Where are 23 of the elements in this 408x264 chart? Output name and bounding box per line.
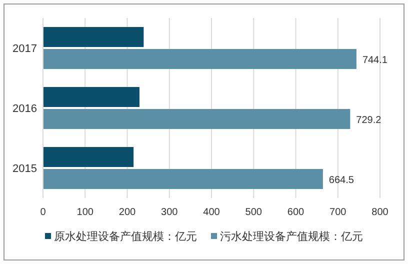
- y-tick-label: 2015: [12, 163, 37, 175]
- legend-label: 原水处理设备产值规模：亿元: [54, 230, 197, 243]
- x-tick-label: 100: [76, 207, 94, 218]
- bar: [43, 169, 323, 189]
- bar: [43, 147, 134, 167]
- x-tick-label: 200: [118, 207, 136, 218]
- bar: [43, 49, 356, 69]
- y-tick-label: 2016: [12, 103, 37, 115]
- x-tick-label: 600: [287, 207, 305, 218]
- data-label: 664.5: [328, 175, 354, 186]
- x-tick-label: 300: [161, 207, 178, 218]
- bar: [43, 27, 144, 47]
- bar: [43, 109, 350, 129]
- x-tick-label: 400: [203, 207, 220, 218]
- x-tick-label: 700: [330, 207, 347, 218]
- x-tick-label: 0: [40, 207, 46, 218]
- legend-label: 污水处理设备产值规模：亿元: [220, 230, 363, 243]
- data-label: 729.2: [356, 115, 382, 126]
- bar: [43, 87, 140, 107]
- x-tick-label: 500: [245, 207, 262, 218]
- data-label: 744.1: [362, 55, 388, 66]
- x-tick-label: 800: [372, 207, 389, 218]
- y-tick-label: 2017: [12, 43, 37, 55]
